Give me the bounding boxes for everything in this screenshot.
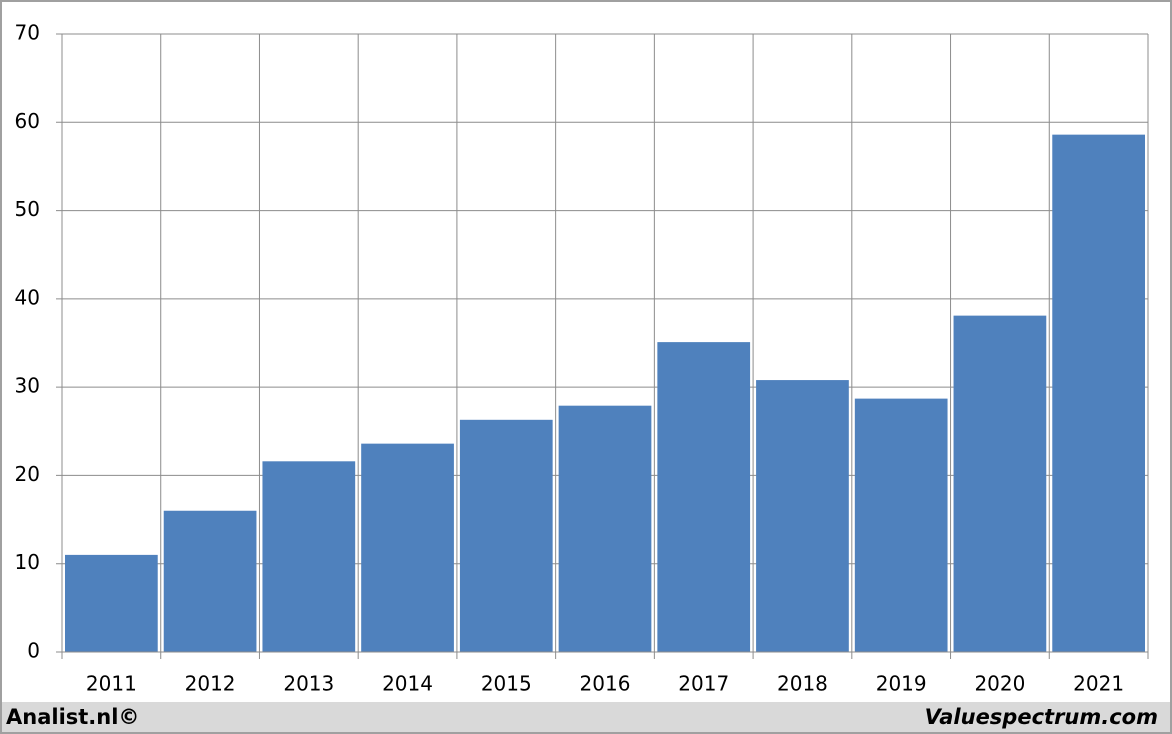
bar <box>459 419 553 652</box>
x-tick-label: 2011 <box>86 672 137 696</box>
y-tick-label: 50 <box>15 197 40 221</box>
x-tick-label: 2019 <box>876 672 927 696</box>
bar <box>65 554 158 652</box>
x-tick-label: 2014 <box>382 672 433 696</box>
bar <box>163 510 257 652</box>
bar <box>953 315 1047 652</box>
y-tick-label: 20 <box>15 462 40 486</box>
y-tick-label: 0 <box>27 639 40 663</box>
x-tick-label: 2020 <box>974 672 1025 696</box>
footer-bar <box>2 702 1170 732</box>
bar <box>361 443 454 652</box>
x-tick-label: 2012 <box>185 672 236 696</box>
x-tick-label: 2017 <box>678 672 729 696</box>
x-tick-label: 2016 <box>580 672 631 696</box>
y-tick-label: 70 <box>15 21 40 45</box>
bar <box>756 380 849 652</box>
bar <box>854 398 948 652</box>
x-tick-label: 2018 <box>777 672 828 696</box>
footer-left: Analist.nl© <box>6 705 139 729</box>
bar <box>1052 134 1145 652</box>
footer-right: Valuespectrum.com <box>925 705 1158 729</box>
bar <box>657 342 751 652</box>
y-tick-label: 40 <box>15 285 40 309</box>
y-tick-label: 10 <box>15 550 40 574</box>
x-tick-label: 2015 <box>481 672 532 696</box>
bar <box>558 405 652 652</box>
bar <box>262 461 356 652</box>
x-tick-label: 2021 <box>1073 672 1124 696</box>
y-tick-label: 30 <box>15 374 40 398</box>
y-tick-label: 60 <box>15 109 40 133</box>
x-tick-label: 2013 <box>283 672 334 696</box>
